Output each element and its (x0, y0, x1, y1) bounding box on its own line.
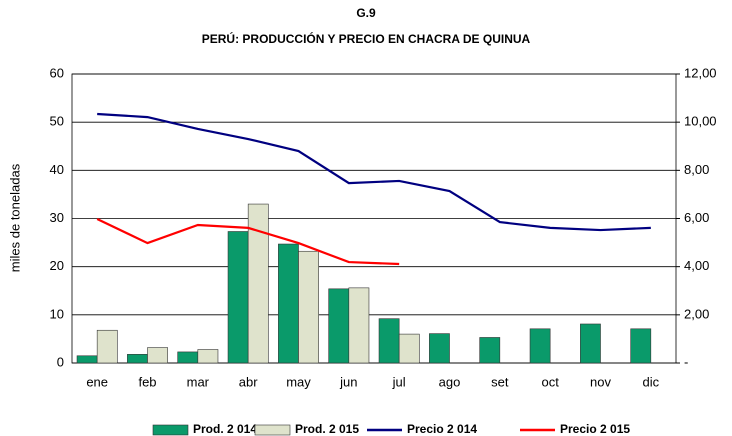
bar (580, 323, 601, 364)
bar (378, 318, 400, 364)
x-tick-label: oct (541, 374, 559, 389)
bar (429, 333, 450, 364)
legend-label: Prod. 2 014 (193, 422, 257, 436)
legend-label: Prod. 2 015 (295, 422, 359, 436)
bar (96, 329, 118, 364)
plot-frame (71, 73, 677, 364)
bar (630, 328, 652, 364)
bar (127, 354, 148, 364)
y-tick-label: 20 (50, 258, 64, 273)
bar (328, 288, 350, 364)
line-series (96, 217, 400, 266)
y-tick-label: 30 (50, 210, 64, 225)
bar (278, 243, 299, 364)
x-tick-label: nov (590, 374, 611, 389)
bar (529, 328, 551, 364)
bar (147, 347, 168, 364)
x-tick-label: set (491, 374, 509, 389)
y-tick-label: 0 (57, 354, 64, 369)
y2-tick-label: 2,00 (684, 306, 709, 321)
y2-tick-label: 4,00 (684, 258, 709, 273)
y2-tick-label: 6,00 (684, 210, 709, 225)
legend-swatch (254, 424, 291, 436)
bar (76, 355, 98, 364)
bar (479, 337, 501, 364)
y-tick-label: 40 (50, 162, 64, 177)
x-tick-label: ago (439, 374, 461, 389)
y-axis-label: miles de toneladas (7, 163, 22, 272)
legend-swatch (152, 424, 189, 436)
y2-tick-label: 8,00 (684, 162, 709, 177)
x-tick-label: jun (339, 374, 357, 389)
x-tick-label: abr (239, 374, 258, 389)
y-tick-label: 50 (50, 114, 64, 129)
x-tick-label: dic (643, 374, 660, 389)
chart-subtitle: PERÚ: PRODUCCIÓN Y PRECIO EN CHACRA DE Q… (202, 31, 531, 46)
y-tick-label: 60 (50, 65, 64, 80)
bar (298, 250, 319, 364)
y-tick-label: 10 (50, 306, 64, 321)
y2-tick-label: 12,00 (684, 65, 717, 80)
bar (247, 203, 269, 364)
bar (348, 287, 370, 364)
x-tick-label: ene (86, 374, 108, 389)
bar (177, 351, 199, 364)
y2-tick-label: 10,00 (684, 114, 717, 129)
line-series (97, 112, 651, 232)
x-tick-label: jul (392, 374, 406, 389)
bar (398, 333, 420, 364)
legend-label: Precio 2 014 (407, 422, 477, 436)
legend-label: Precio 2 015 (560, 422, 630, 436)
x-tick-label: feb (138, 374, 156, 389)
y2-tick-label: - (684, 354, 688, 369)
chart-title: G.9 (356, 6, 376, 20)
bar (197, 349, 219, 364)
x-tick-label: may (286, 374, 311, 389)
x-tick-label: mar (187, 374, 210, 389)
bar (227, 231, 249, 364)
